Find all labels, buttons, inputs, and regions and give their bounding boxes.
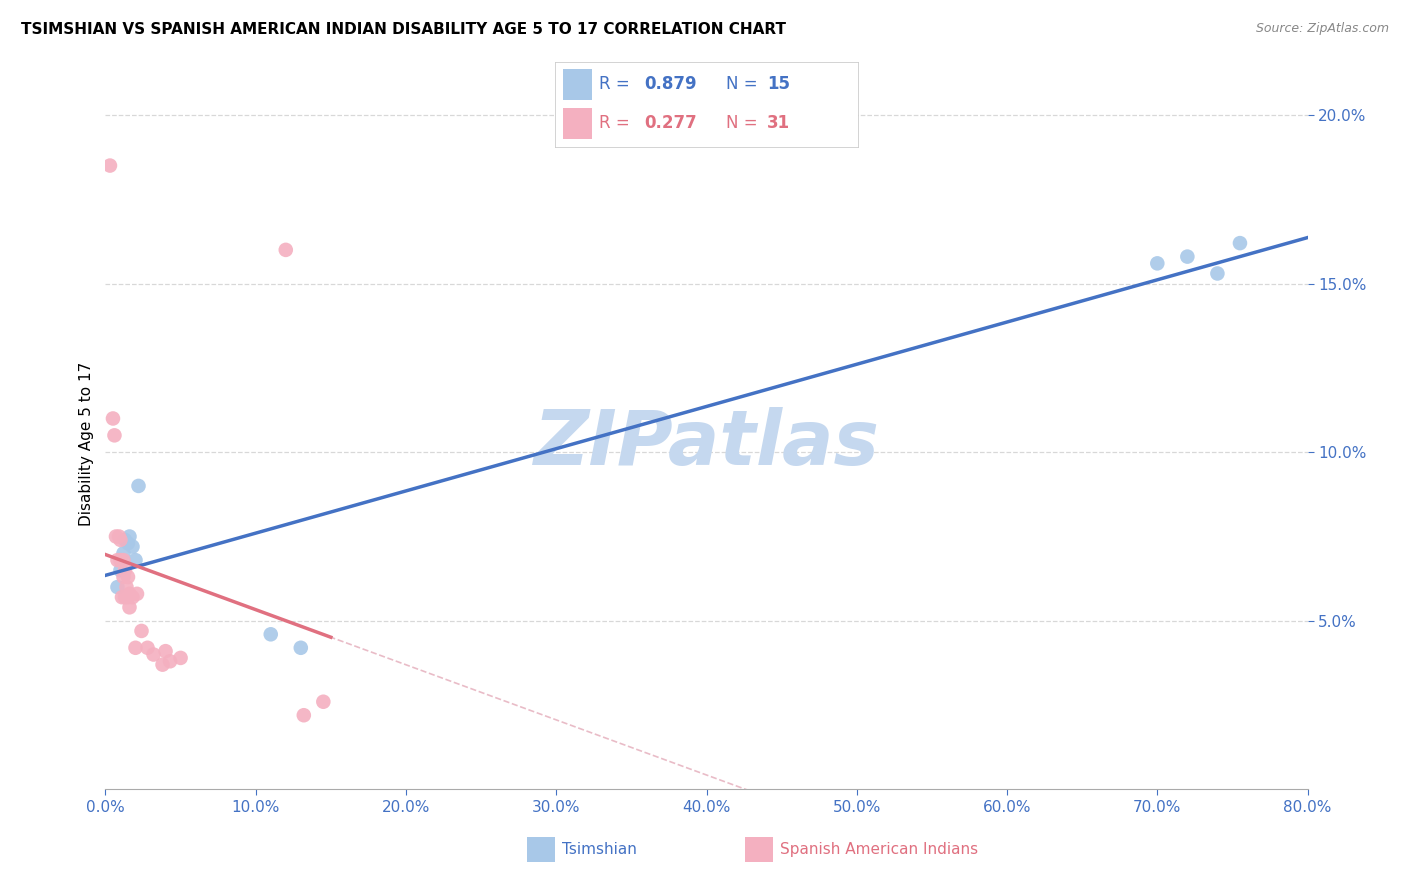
Point [124,640,146,655]
Point [290,640,312,655]
Point [118,587,141,601]
Point [125,587,148,601]
Text: 0.277: 0.277 [644,114,697,132]
Point [101,411,124,425]
Text: Tsimshian: Tsimshian [562,842,637,856]
Point [118,529,141,543]
Point [159,654,181,668]
Point [114,563,136,577]
Point [114,533,136,547]
Point [1146,256,1168,270]
Point [312,695,335,709]
Point [107,580,129,594]
Point [136,640,159,655]
Point [114,591,136,605]
Point [115,580,138,594]
Point [117,536,139,550]
Point [110,563,132,577]
Point [110,533,132,547]
Text: R =: R = [599,75,636,93]
Text: N =: N = [725,75,763,93]
Point [108,529,131,543]
Point [131,624,153,638]
Point [152,657,174,672]
Point [142,648,165,662]
Point [121,540,143,554]
Text: R =: R = [599,114,636,132]
Text: 31: 31 [768,114,790,132]
Text: N =: N = [725,114,763,132]
Point [274,243,297,257]
Text: Spanish American Indians: Spanish American Indians [780,842,979,856]
Point [112,546,135,560]
Point [155,644,177,658]
Point [260,627,283,641]
Point [1175,250,1198,264]
Point [128,479,150,493]
Point [111,591,134,605]
Point [98,159,121,173]
Y-axis label: Disability Age 5 to 17: Disability Age 5 to 17 [79,361,94,526]
Text: 15: 15 [768,75,790,93]
Bar [562,108,592,139]
Point [117,570,139,584]
Point [112,570,135,584]
Bar [562,70,592,100]
Point [292,708,315,723]
Point [103,428,125,442]
Text: TSIMSHIAN VS SPANISH AMERICAN INDIAN DISABILITY AGE 5 TO 17 CORRELATION CHART: TSIMSHIAN VS SPANISH AMERICAN INDIAN DIS… [21,22,786,37]
Point [117,591,139,605]
Point [104,529,127,543]
Point [107,553,129,567]
Point [118,600,141,615]
Text: Source: ZipAtlas.com: Source: ZipAtlas.com [1256,22,1389,36]
Point [169,651,191,665]
Point [121,591,143,605]
Point [1206,267,1229,281]
Text: ZIPatlas: ZIPatlas [533,407,880,481]
Point [112,553,135,567]
Point [1229,236,1251,251]
Point [124,553,146,567]
Point [110,553,132,567]
Text: 0.879: 0.879 [644,75,697,93]
